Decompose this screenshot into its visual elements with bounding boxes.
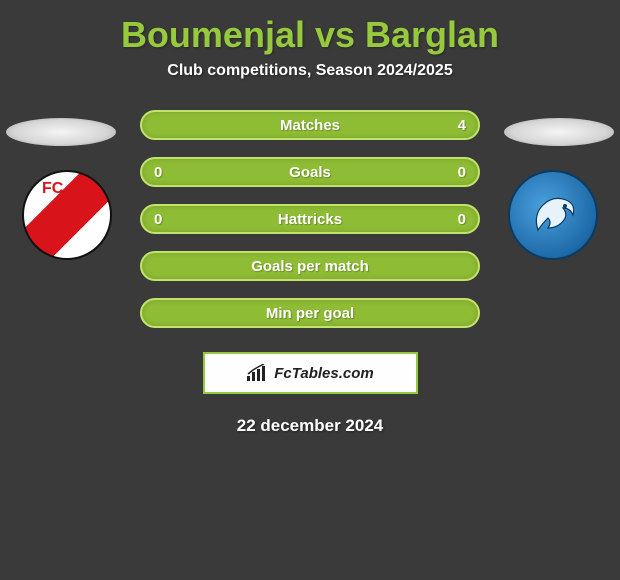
dragon-icon [510, 172, 596, 258]
page-title: Boumenjal vs Barglan [0, 0, 620, 62]
stat-label: Matches [280, 117, 340, 134]
team-crest-right [508, 170, 598, 260]
stat-row-hattricks: 0 Hattricks 0 [140, 204, 480, 234]
player-halo-left [6, 118, 116, 146]
stat-row-goals-per-match: Goals per match [140, 251, 480, 281]
stat-label: Min per goal [266, 305, 354, 322]
main-area: FC Matches 4 0 Goals 0 0 [0, 110, 620, 436]
stat-left-value: 0 [154, 211, 162, 228]
stat-row-goals: 0 Goals 0 [140, 157, 480, 187]
crest-left-text: FC [42, 180, 63, 198]
player-halo-right [504, 118, 614, 146]
stat-label: Goals [289, 164, 331, 181]
stat-right-value: 4 [458, 117, 466, 134]
stat-label: Hattricks [278, 211, 342, 228]
chart-icon [246, 364, 268, 382]
stat-left-value: 0 [154, 164, 162, 181]
brand-box: FcTables.com [203, 352, 418, 394]
stat-right-value: 0 [458, 211, 466, 228]
stats-list: Matches 4 0 Goals 0 0 Hattricks 0 Goals … [140, 110, 480, 328]
infographic-container: Boumenjal vs Barglan Club competitions, … [0, 0, 620, 436]
stat-right-value: 0 [458, 164, 466, 181]
team-crest-left: FC [22, 170, 112, 260]
brand-text: FcTables.com [274, 365, 373, 382]
page-subtitle: Club competitions, Season 2024/2025 [0, 62, 620, 80]
stat-row-matches: Matches 4 [140, 110, 480, 140]
stat-label: Goals per match [251, 258, 369, 275]
date-label: 22 december 2024 [0, 416, 620, 436]
stat-row-min-per-goal: Min per goal [140, 298, 480, 328]
